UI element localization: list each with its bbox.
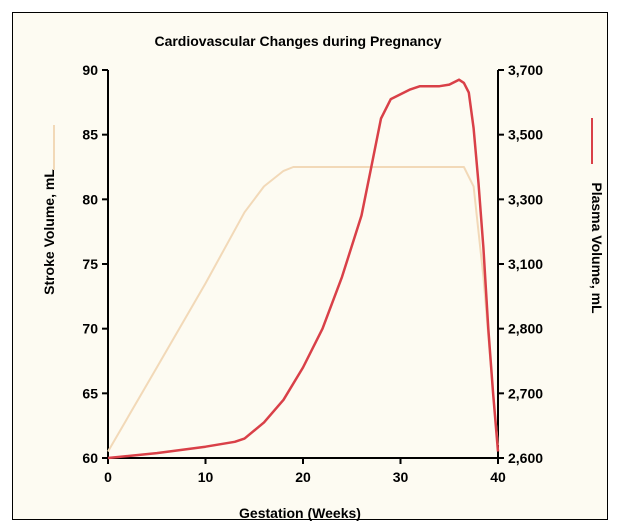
stroke-volume-line xyxy=(107,166,499,453)
left-y-tick-label: 60 xyxy=(82,450,98,466)
right-y-tick-label: 3,500 xyxy=(508,127,543,143)
chart-frame xyxy=(12,12,608,520)
series-layer xyxy=(107,78,500,460)
right-y-tick-label: 2,800 xyxy=(508,321,543,337)
left-y-tick-label: 80 xyxy=(82,191,98,207)
x-tick-label: 20 xyxy=(295,469,311,485)
left-axis-title-group: Stroke Volume, mL xyxy=(41,125,57,295)
right-y-tick-label: 3,300 xyxy=(508,191,543,207)
right-y-tick-label: 2,700 xyxy=(508,385,543,401)
x-tick-label: 40 xyxy=(490,469,506,485)
x-tick-label: 30 xyxy=(393,469,409,485)
left-y-tick-label: 65 xyxy=(82,385,98,401)
left-axis-title: Stroke Volume, mL xyxy=(41,169,57,295)
left-y-tick-label: 90 xyxy=(82,62,98,78)
x-tick-label: 0 xyxy=(104,469,112,485)
plot-area xyxy=(107,70,499,459)
left-y-axis-ticks: 60 65 70 75 80 85 90 xyxy=(82,62,108,466)
chart-title: Cardiovascular Changes during Pregnancy xyxy=(154,33,441,49)
x-tick-label: 10 xyxy=(198,469,214,485)
x-axis-title: Gestation (Weeks) xyxy=(239,505,361,521)
right-y-tick-label: 3,100 xyxy=(508,256,543,272)
right-y-tick-label: 3,700 xyxy=(508,62,543,78)
right-axis-title-group: Plasma Volume, mL xyxy=(589,118,605,314)
right-y-tick-label: 2,600 xyxy=(508,450,543,466)
plasma-volume-line xyxy=(107,78,500,460)
left-y-tick-label: 70 xyxy=(82,321,98,337)
right-y-axis-ticks: 2,600 2,700 2,800 3,100 3,300 3,500 3,700 xyxy=(498,62,543,466)
right-axis-title: Plasma Volume, mL xyxy=(589,182,605,314)
left-y-tick-label: 85 xyxy=(82,127,98,143)
left-y-tick-label: 75 xyxy=(82,256,98,272)
x-axis-ticks: 0 10 20 30 40 xyxy=(104,458,506,485)
